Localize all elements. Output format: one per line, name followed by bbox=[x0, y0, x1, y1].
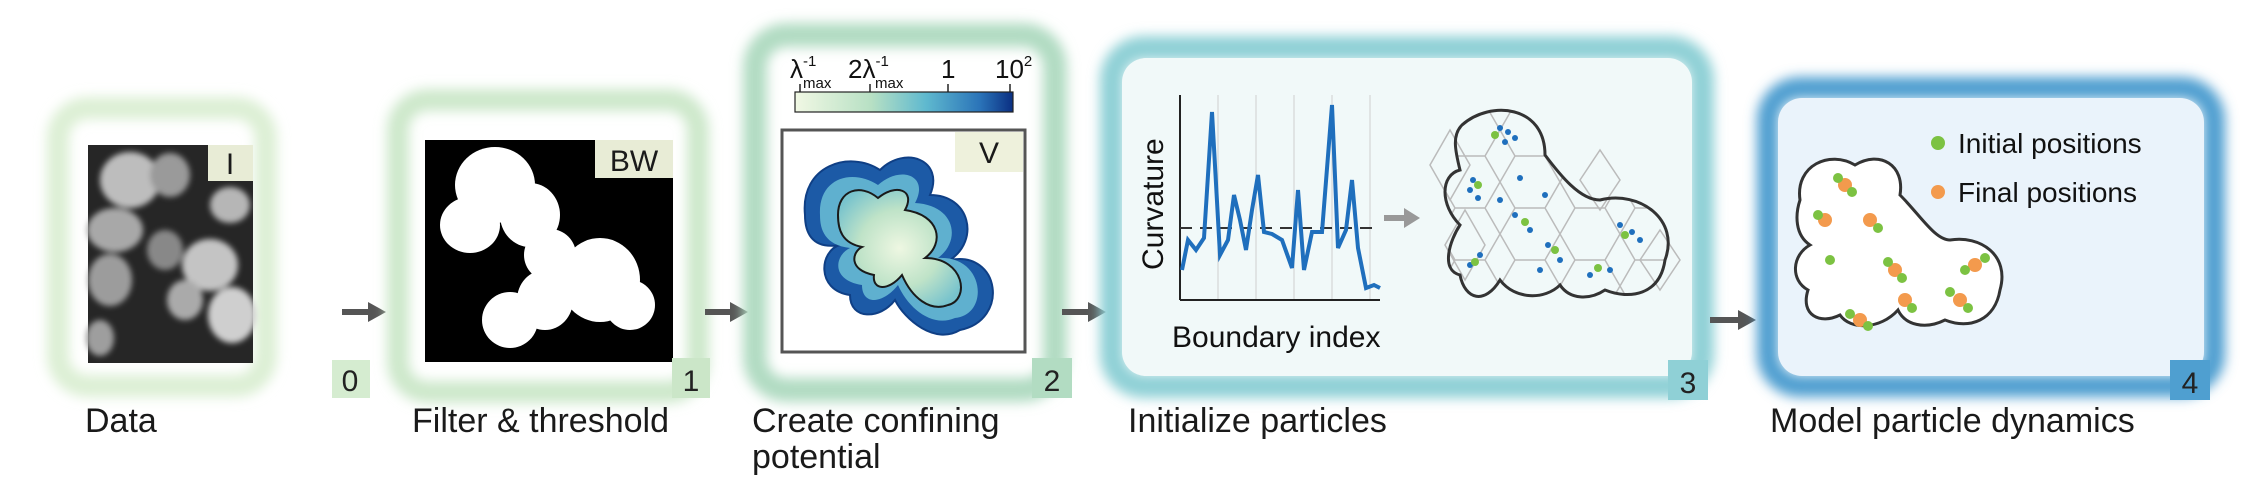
boundary-particles bbox=[1467, 125, 1643, 278]
panel-2-frame bbox=[743, 23, 1067, 402]
legend-final: Final positions bbox=[1958, 177, 2137, 208]
legend-final-marker bbox=[1931, 185, 1945, 199]
shape-boundary bbox=[1443, 108, 1670, 299]
boundary-xlabel: Boundary index bbox=[1172, 321, 1380, 354]
binary-mask bbox=[440, 147, 655, 348]
initial-positions bbox=[1813, 173, 1990, 331]
particle-init-view bbox=[1429, 108, 1681, 299]
seed-particles bbox=[1471, 131, 1629, 272]
panel-index-2: 2 bbox=[1044, 365, 1061, 398]
tag-box-1 bbox=[595, 140, 673, 178]
index-box-0 bbox=[332, 360, 370, 398]
colorbar-ticks bbox=[799, 84, 1011, 92]
tag-i: I bbox=[226, 148, 234, 181]
panel-index-0: 0 bbox=[342, 365, 359, 398]
arrow-0-1 bbox=[342, 302, 386, 322]
arrow-2-3 bbox=[1062, 302, 1106, 322]
cb-tick-2lambda: 2λ-1 bbox=[848, 53, 889, 84]
panel-filter-threshold: BW 1 Filter & threshold bbox=[387, 89, 710, 440]
cb-tick-one: 1 bbox=[941, 54, 955, 84]
tag-box-2 bbox=[955, 132, 1023, 172]
panel-label-0: Data bbox=[85, 402, 157, 440]
index-box-2 bbox=[1032, 358, 1072, 398]
panel-index-3: 3 bbox=[1680, 367, 1697, 400]
cb-tick-hundred: 102 bbox=[995, 53, 1032, 84]
panel-label-2b: potential bbox=[752, 438, 881, 476]
curvature-plot: Curvature Boundary index bbox=[1137, 95, 1381, 354]
panel-4-frame bbox=[1757, 77, 2225, 397]
curvature-curve bbox=[1180, 104, 1381, 291]
index-box-1 bbox=[672, 358, 710, 398]
tag-bw: BW bbox=[610, 145, 659, 178]
panel-initialize-particles: Curvature Boundary index bbox=[1100, 36, 1714, 440]
nuclei-blobs bbox=[86, 152, 256, 356]
tag-box-0 bbox=[208, 145, 253, 181]
panel-label-2a: Create confining bbox=[752, 402, 1000, 440]
cb-tick-lambda-sub: max bbox=[803, 75, 832, 92]
panel-index-1: 1 bbox=[683, 365, 700, 398]
panel-label-3: Initialize particles bbox=[1128, 402, 1387, 440]
cb-tick-2lambda-sub: max bbox=[875, 75, 904, 92]
panel-confining-potential: λ-1 max 2λ-1 max 1 102 V 2 Create confin… bbox=[743, 23, 1072, 476]
curvature-ylabel: Curvature bbox=[1137, 138, 1170, 270]
arrow-1-2 bbox=[705, 302, 748, 322]
legend-initial-marker bbox=[1931, 136, 1945, 150]
panel-0-frame bbox=[47, 97, 277, 397]
panel-label-1: Filter & threshold bbox=[412, 402, 669, 440]
panel-3-frame bbox=[1100, 36, 1714, 398]
panel-data: I 0 Data bbox=[47, 97, 370, 440]
potential-inner bbox=[836, 189, 962, 308]
index-box-3 bbox=[1668, 360, 1708, 400]
tag-v: V bbox=[979, 137, 999, 170]
hex-grid bbox=[1445, 110, 1669, 297]
panel-model-dynamics: Initial positions Final positions 4 Mode… bbox=[1757, 77, 2225, 440]
panel-1-frame bbox=[387, 89, 709, 403]
cb-tick-lambda: λ-1 bbox=[790, 53, 816, 84]
index-box-4 bbox=[2170, 360, 2210, 400]
legend-initial: Initial positions bbox=[1958, 128, 2142, 159]
dynamics-shape bbox=[1794, 157, 2004, 328]
arrow-3-4 bbox=[1710, 310, 1756, 330]
colorbar bbox=[794, 91, 1014, 113]
panel-index-4: 4 bbox=[2182, 367, 2199, 400]
panel-label-4: Model particle dynamics bbox=[1770, 402, 2135, 440]
arrow-grey bbox=[1384, 208, 1420, 228]
